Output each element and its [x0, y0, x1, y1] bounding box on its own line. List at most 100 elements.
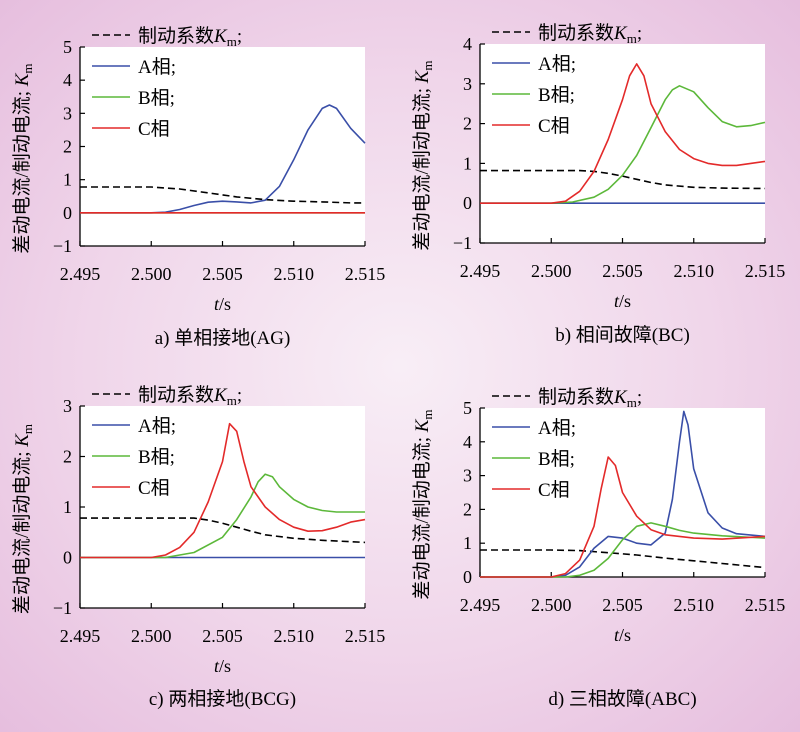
- y-axis-label-var: K: [12, 72, 33, 87]
- y-axis-label-var: K: [12, 433, 33, 448]
- y-tick-label: −1: [53, 236, 72, 256]
- legend-label-text: B相;: [538, 448, 575, 470]
- legend-label-4: C相: [138, 477, 170, 499]
- y-axis-label-text: 差动电流/制动电流;: [411, 83, 433, 250]
- x-tick-label: 2.500: [131, 626, 172, 646]
- series-line-2: [480, 410, 766, 578]
- chart-panel-2: −1 0 1 2 3 4 2.495 2.500 2.505 2.510 2.515 t/s 差动电流/…: [411, 22, 785, 346]
- series-line-3: [80, 473, 365, 559]
- legend-label-sub: m: [227, 393, 237, 408]
- x-tick-label: 2.500: [531, 595, 572, 615]
- chart-caption: b) 相间故障(BC): [555, 324, 690, 346]
- chart-panel-4: 0 1 2 3 4 5 2.495 2.500 2.505 2.510 2.515 t/s 差动电流/制…: [411, 386, 785, 710]
- x-axis-label: t/s: [614, 625, 631, 645]
- x-axis-label-var: t: [214, 656, 220, 676]
- x-tick-label: 2.515: [345, 264, 386, 284]
- legend-label-text: C相: [138, 477, 170, 499]
- legend-label-suffix: ;: [637, 387, 642, 408]
- legend-label-var: K: [213, 385, 228, 406]
- legend-label-4: C相: [138, 118, 170, 140]
- legend-label-var: K: [213, 26, 228, 47]
- x-tick-label: 2.495: [60, 264, 101, 284]
- x-tick-label: 2.515: [345, 626, 386, 646]
- x-axis-label: t/s: [614, 291, 631, 311]
- y-axis-label-text: 差动电流/制动电流;: [411, 432, 433, 599]
- y-tick-label: 2: [63, 447, 72, 467]
- y-axis-label-sub: m: [420, 60, 435, 70]
- plot-area: [80, 406, 365, 608]
- y-tick-label: −1: [53, 598, 72, 618]
- y-tick-label: 1: [463, 533, 472, 553]
- y-axis-label: 差动电流/制动电流; Km: [411, 60, 435, 250]
- y-tick-label: 3: [63, 396, 72, 416]
- legend-label-3: B相;: [138, 446, 175, 468]
- legend-label-text: A相;: [138, 415, 176, 437]
- series-line-1: [480, 549, 766, 569]
- y-tick-label: 1: [63, 497, 72, 517]
- legend-label-text: B相;: [538, 84, 575, 106]
- legend-label-1: 制动系数Km;: [138, 25, 242, 49]
- legend-label-text: 制动系数: [138, 25, 214, 47]
- y-axis-label-var: K: [412, 69, 433, 84]
- y-tick-label: 4: [63, 70, 72, 90]
- legend-label-suffix: ;: [237, 385, 242, 406]
- legend-label-3: B相;: [538, 84, 575, 106]
- y-tick-label: 0: [63, 203, 72, 223]
- legend-label-4: C相: [538, 115, 570, 137]
- chart-panel-1: −1 0 1 2 3 4 5 2.495 2.500 2.505 2.510 2.515 t/s 差动电流…: [11, 25, 385, 349]
- legend-label-sub: m: [627, 395, 637, 410]
- y-axis-label-sub: m: [20, 63, 35, 73]
- legend-label-sub: m: [227, 34, 237, 49]
- series-line-4: [80, 422, 366, 559]
- series-line-4: [480, 63, 766, 204]
- series-line-3: [480, 85, 766, 204]
- legend-label-2: A相;: [138, 56, 176, 78]
- y-axis-label-sub: m: [420, 409, 435, 419]
- legend-label-1: 制动系数Km;: [538, 22, 642, 46]
- x-tick-label: 2.510: [274, 626, 315, 646]
- chart-caption: d) 三相故障(ABC): [548, 688, 696, 710]
- y-tick-label: 4: [463, 34, 472, 54]
- y-tick-label: 0: [63, 548, 72, 568]
- y-axis-label-text: 差动电流/制动电流;: [11, 447, 33, 614]
- x-tick-label: 2.505: [602, 261, 643, 281]
- legend-label-2: A相;: [538, 417, 576, 439]
- x-axis-label-var: t: [614, 625, 620, 645]
- x-tick-label: 2.495: [60, 626, 101, 646]
- y-tick-label: 3: [463, 466, 472, 486]
- y-tick-label: 2: [463, 499, 472, 519]
- y-tick-label: 5: [463, 398, 472, 418]
- x-tick-label: 2.510: [274, 264, 315, 284]
- series-line-1: [80, 517, 366, 544]
- x-tick-label: 2.515: [745, 595, 786, 615]
- y-axis-label: 差动电流/制动电流; Km: [11, 63, 35, 253]
- plot-area: [480, 44, 765, 243]
- y-axis-label: 差动电流/制动电流; Km: [11, 424, 35, 614]
- y-tick-label: 1: [63, 170, 72, 190]
- y-axis-label-sub: m: [20, 424, 35, 434]
- legend-label-text: C相: [538, 115, 570, 137]
- legend-label-suffix: ;: [237, 26, 242, 47]
- legend-label-3: B相;: [138, 87, 175, 109]
- legend-label-sub: m: [627, 31, 637, 46]
- y-tick-label: 3: [463, 74, 472, 94]
- chart-caption: c) 两相接地(BCG): [149, 688, 296, 710]
- legend-label-1: 制动系数Km;: [138, 384, 242, 408]
- x-axis-label-unit: /s: [619, 625, 631, 645]
- series-line-2: [80, 104, 366, 214]
- y-tick-label: 3: [63, 103, 72, 123]
- x-axis-label: t/s: [214, 656, 231, 676]
- chart-panel-3: −1 0 1 2 3 2.495 2.500 2.505 2.510 2.515 t/s 差动电流/制…: [11, 384, 385, 710]
- x-tick-label: 2.510: [674, 595, 715, 615]
- legend-label-text: 制动系数: [538, 386, 614, 408]
- legend-label-3: B相;: [538, 448, 575, 470]
- legend-label-text: A相;: [538, 53, 576, 75]
- legend-label-4: C相: [538, 479, 570, 501]
- x-tick-label: 2.495: [460, 595, 501, 615]
- y-tick-label: −1: [453, 233, 472, 253]
- x-tick-label: 2.515: [745, 261, 786, 281]
- x-tick-label: 2.505: [202, 264, 243, 284]
- legend-label-text: 制动系数: [538, 22, 614, 44]
- legend-label-1: 制动系数Km;: [538, 386, 642, 410]
